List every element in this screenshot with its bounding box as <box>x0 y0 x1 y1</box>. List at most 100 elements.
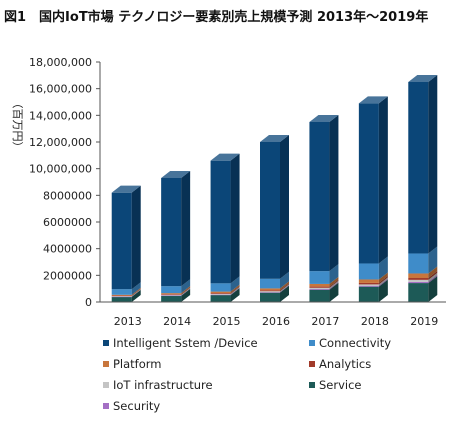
bar-segment-side <box>280 284 289 293</box>
bar-segment-intelligent-sstem-device <box>309 122 330 272</box>
bar-segment-connectivity <box>111 289 132 295</box>
legend-label: Security <box>113 399 160 413</box>
bar-segment-side <box>378 279 388 302</box>
bar-segment-analytics <box>358 282 379 285</box>
bar-segment-analytics <box>111 295 132 297</box>
bar-segment-side <box>230 287 240 296</box>
bar-segment-side <box>280 271 289 289</box>
bar-segment-connectivity <box>260 278 280 289</box>
legend-label: Intelligent Sstem /Device <box>113 336 258 350</box>
legend-item: Connectivity <box>309 336 391 350</box>
bar-segment-service <box>309 289 330 302</box>
bar-segment-side <box>181 288 191 302</box>
bar-stack-2017 <box>309 115 339 302</box>
bar-segment-platform <box>408 273 429 278</box>
bar-segment-connectivity <box>309 271 330 284</box>
bar-segment-side <box>230 284 240 294</box>
bar-segment-side <box>230 153 240 284</box>
bar-segment-side <box>329 279 339 288</box>
bar-segment-connectivity <box>408 253 429 274</box>
legend: Intelligent Sstem /Device Connectivity Pla… <box>103 336 391 413</box>
bar-segment-security <box>358 285 379 287</box>
bar-segment-side <box>280 135 289 279</box>
bar-segment-side <box>378 272 388 283</box>
bar-segment-platform <box>358 279 379 283</box>
bar-segment-intelligent-sstem-device <box>161 178 182 287</box>
x-tick-label: 2015 <box>213 315 241 328</box>
bar-segment-platform <box>210 291 231 294</box>
bar-segment-iot-infrastructure <box>161 294 182 296</box>
legend-label: Platform <box>113 357 162 371</box>
legend-swatch <box>103 340 109 346</box>
bar-segment-side <box>428 266 438 278</box>
bar-segment-side <box>428 271 438 280</box>
bar-top-face <box>408 75 438 82</box>
bar-segment-security <box>260 292 280 293</box>
bar-segment-iot-infrastructure <box>408 279 429 282</box>
bar-segment-analytics <box>408 278 429 280</box>
y-tick-label: 10,000,000 <box>29 163 92 176</box>
bar-segment-connectivity <box>210 283 231 292</box>
bar-stack-2019 <box>408 75 438 302</box>
x-tick-label: 2016 <box>262 315 290 328</box>
bar-segment-side <box>230 288 240 302</box>
bar-segment-security <box>111 296 132 298</box>
x-tick-label: 2017 <box>311 315 339 328</box>
y-tick-label: 8000000 <box>43 189 92 202</box>
bar-segment-service <box>358 286 379 302</box>
bar-segment-iot-infrastructure <box>358 284 379 286</box>
x-axis: 2013 2014 2015 2016 2017 2018 2019 <box>100 301 446 328</box>
bar-segment-side <box>181 287 191 296</box>
bar-segment-side <box>378 256 388 280</box>
legend-item: Security <box>103 399 160 413</box>
bar-stack-2013 <box>111 185 141 302</box>
legend-swatch <box>103 403 109 409</box>
x-tick-label: 2019 <box>410 315 438 328</box>
bar-segment-side <box>329 115 339 272</box>
legend-label: IoT infrastructure <box>113 378 213 392</box>
legend-item: IoT infrastructure <box>103 378 213 392</box>
legend-item: Platform <box>103 357 162 371</box>
y-tick-label: 14,000,000 <box>29 109 92 122</box>
bar-segment-platform <box>260 288 280 291</box>
bar-segment-side <box>428 276 438 302</box>
y-tick-label: 6000000 <box>43 216 92 229</box>
bar-segment-side <box>280 285 289 293</box>
bar-segment-side <box>230 286 240 294</box>
bar-segment-side <box>181 279 191 294</box>
bars <box>111 75 438 302</box>
bar-segment-connectivity <box>358 263 379 280</box>
bar-top-face <box>210 153 240 161</box>
bar-segment-side <box>428 246 438 274</box>
legend-label: Service <box>319 378 362 392</box>
bar-segment-iot-infrastructure <box>260 291 280 293</box>
bar-segment-service <box>210 295 231 302</box>
bar-segment-platform <box>111 294 132 296</box>
bar-segment-service <box>260 292 280 302</box>
x-tick-label: 2013 <box>114 315 142 328</box>
bar-segment-intelligent-sstem-device <box>260 142 280 279</box>
bar-segment-side <box>280 281 289 291</box>
bar-stack-2018 <box>358 96 388 302</box>
bar-segment-side <box>378 278 388 287</box>
y-tick-label: 12,000,000 <box>29 136 92 149</box>
legend-swatch <box>309 361 315 367</box>
y-axis: 0 2000000 4000000 6000000 8000000 10,000,000 1… <box>29 56 101 309</box>
bar-segment-service <box>111 296 132 302</box>
bar-segment-side <box>131 287 141 296</box>
bar-segment-side <box>230 286 240 295</box>
bar-segment-iot-infrastructure <box>111 296 132 297</box>
legend-swatch <box>309 340 315 346</box>
bar-segment-platform <box>309 283 330 287</box>
bar-segment-side <box>131 282 141 295</box>
legend-swatch <box>103 361 109 367</box>
y-tick-label: 18,000,000 <box>29 56 92 69</box>
bar-top-face <box>161 171 191 178</box>
bar-segment-side <box>131 185 141 290</box>
legend-label: Connectivity <box>319 336 391 350</box>
bar-stack-2014 <box>161 171 191 302</box>
bar-top-face <box>260 135 289 142</box>
bar-segment-side <box>378 275 388 285</box>
bar-segment-side <box>428 274 438 284</box>
